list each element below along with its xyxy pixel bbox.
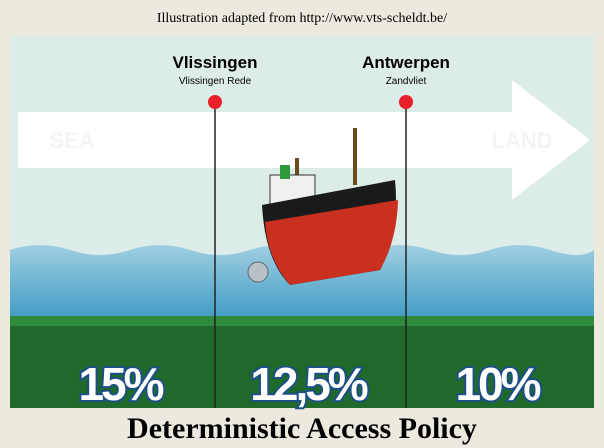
location-name: Vlissingen [172, 53, 257, 72]
caption: Illustration adapted from http://www.vts… [157, 11, 447, 26]
title: Deterministic Access Policy [127, 412, 477, 445]
location-sublabel: Vlissingen Rede [179, 76, 252, 87]
zone-label: 10% [455, 358, 540, 410]
seabed-top [10, 316, 594, 326]
direction-label: SEA [49, 128, 94, 153]
location-sublabel: Zandvliet [386, 76, 427, 87]
zone-label: 15% [78, 358, 163, 410]
location-dot [399, 95, 413, 109]
direction-label: LAND [491, 128, 552, 153]
location-dot [208, 95, 222, 109]
illustration: Illustration adapted from http://www.vts… [0, 0, 604, 448]
zone-label: 12,5% [250, 358, 368, 410]
location-name: Antwerpen [362, 53, 450, 72]
